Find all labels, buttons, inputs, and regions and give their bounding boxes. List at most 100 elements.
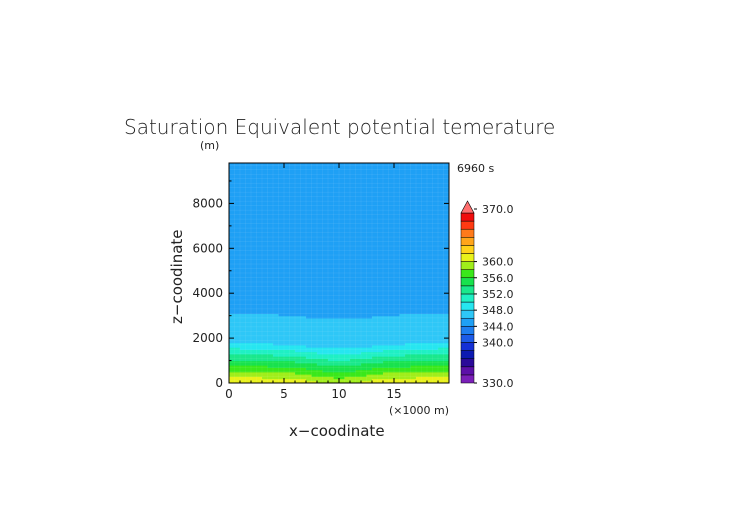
field-cell [273, 223, 280, 227]
field-cell [344, 264, 351, 267]
field-cell [284, 198, 291, 202]
field-cell [344, 207, 351, 211]
field-cell [361, 340, 368, 344]
field-cell [300, 374, 307, 377]
field-cell [311, 228, 318, 231]
field-cell [273, 221, 280, 225]
field-cell [372, 324, 379, 328]
field-cell [410, 183, 417, 187]
field-cell [438, 360, 445, 364]
field-cell [300, 347, 307, 350]
field-cell [317, 198, 324, 202]
field-cell [278, 374, 285, 377]
field-cell [399, 281, 406, 285]
field-cell [366, 340, 373, 344]
field-cell [377, 174, 384, 178]
field-cell [333, 351, 340, 355]
field-cell [273, 365, 280, 368]
field-cell [240, 243, 247, 247]
field-cell [344, 163, 351, 166]
field-cell [377, 259, 384, 263]
field-cell [229, 324, 236, 328]
field-cell [377, 270, 384, 274]
field-cell [256, 268, 263, 272]
field-cell [443, 286, 449, 290]
field-cell [262, 257, 269, 261]
field-cell [267, 194, 274, 198]
field-cell [350, 216, 357, 220]
field-cell [267, 216, 274, 220]
field-cell [432, 178, 439, 182]
field-cell [251, 212, 258, 216]
field-cell [361, 324, 368, 328]
field-cell [289, 360, 296, 364]
colorbar-tick-label: 360.0 [482, 256, 514, 269]
field-cell [394, 246, 401, 249]
field-cell [284, 295, 291, 299]
field-cell [410, 347, 417, 350]
field-cell [421, 344, 428, 348]
field-cell [443, 290, 449, 294]
field-cell [322, 324, 329, 328]
field-cell [333, 360, 340, 364]
field-cell [251, 302, 258, 306]
field-cell [443, 329, 449, 332]
field-cell [267, 180, 274, 184]
field-cell [410, 223, 417, 227]
field-cell [278, 365, 285, 368]
field-cell [262, 237, 269, 240]
field-cell [240, 297, 247, 301]
field-cell [240, 176, 247, 180]
field-cell [289, 239, 296, 243]
field-cell [388, 317, 395, 321]
field-cell [251, 239, 258, 243]
field-cell [427, 180, 434, 184]
field-cell [251, 176, 258, 180]
field-cell [372, 304, 379, 308]
field-cell [388, 326, 395, 330]
field-cell [410, 299, 417, 303]
field-cell [427, 232, 434, 236]
field-cell [388, 324, 395, 328]
field-cell [300, 270, 307, 274]
field-cell [377, 380, 384, 383]
field-cell [240, 351, 247, 355]
field-cell [432, 171, 439, 175]
field-cell [333, 367, 340, 371]
field-cell [256, 243, 263, 247]
field-cell [322, 216, 329, 220]
field-cell [251, 174, 258, 178]
field-cell [289, 178, 296, 182]
field-cell [328, 223, 335, 227]
field-cell [377, 317, 384, 321]
field-cell [256, 360, 263, 364]
field-cell [245, 360, 252, 364]
field-cell [322, 165, 329, 169]
field-cell [388, 241, 395, 245]
field-cell [383, 304, 390, 308]
field-cell [372, 317, 379, 321]
field-cell [278, 333, 285, 337]
field-cell [273, 183, 280, 187]
field-cell [361, 311, 368, 315]
field-cell [229, 232, 236, 236]
field-cell [300, 203, 307, 207]
field-cell [339, 356, 346, 359]
field-cell [256, 234, 263, 238]
field-cell [317, 259, 324, 263]
field-cell [295, 205, 302, 209]
field-cell [328, 203, 335, 207]
field-cell [388, 290, 395, 294]
field-cell [328, 311, 335, 315]
field-cell [427, 311, 434, 315]
field-cell [344, 248, 351, 252]
field-cell [350, 371, 357, 375]
field-cell [240, 338, 247, 341]
field-cell [284, 351, 291, 355]
field-cell [251, 187, 258, 191]
field-cell [427, 223, 434, 227]
field-cell [438, 255, 445, 258]
field-cell [322, 214, 329, 218]
field-cell [284, 252, 291, 256]
field-cell [410, 243, 417, 247]
